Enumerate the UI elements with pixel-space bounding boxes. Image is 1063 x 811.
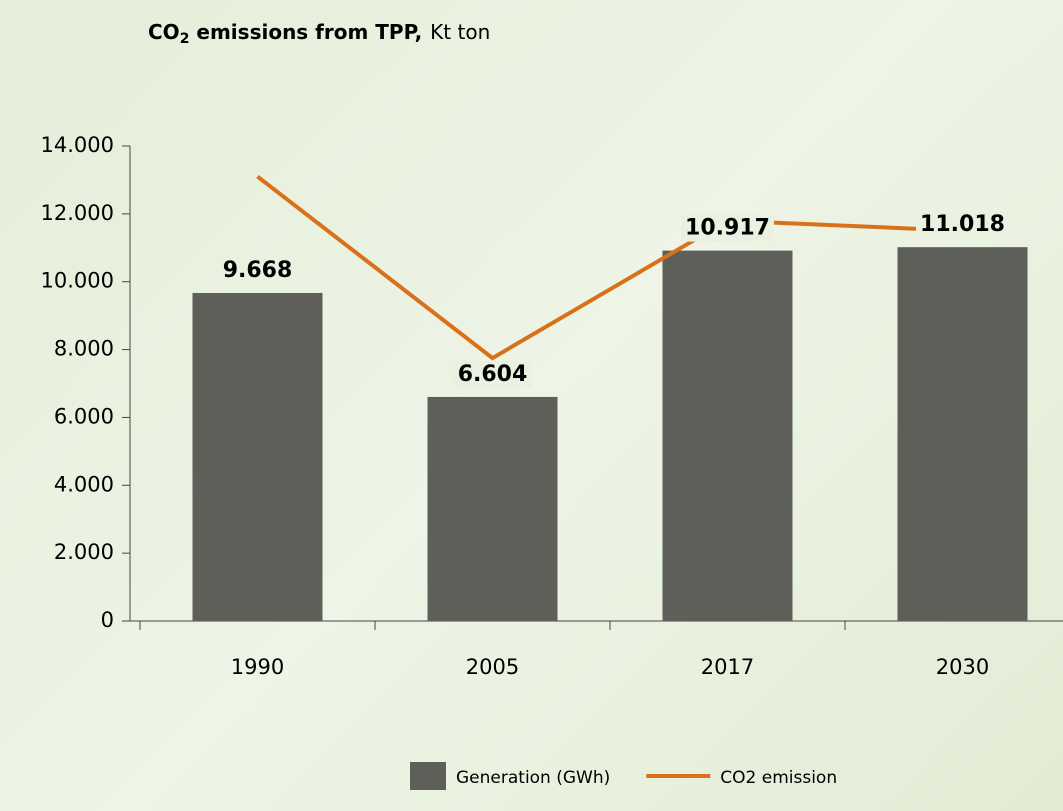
value-label: 11.018 [920,212,1005,237]
value-label-bg [681,214,774,242]
x-tick-label: 1990 [231,655,284,679]
title-rest: emissions from TPP, [189,20,422,44]
bar [427,396,558,621]
y-tick-label: 14.000 [41,133,114,157]
value-label: 10.917 [685,216,770,241]
value-label: 6.604 [458,362,528,387]
y-tick-label: 2.000 [54,540,114,564]
title-main: CO [148,20,180,44]
y-tick-label: 12.000 [41,201,114,225]
x-tick-label: 2005 [466,655,519,679]
y-tick-label: 10.000 [41,269,114,293]
legend-swatch [410,762,446,790]
line [256,174,963,361]
bar [662,250,793,621]
x-tick-label: 2030 [936,655,989,679]
title-unit: Kt ton [430,20,490,44]
bar [192,292,323,621]
value-label-bg [218,256,297,284]
y-tick-label: 4.000 [54,472,114,496]
value-label: 9.668 [223,258,293,283]
x-tick-label: 2017 [701,655,754,679]
chart-title: CO2 emissions from TPP, Kt ton [148,20,490,48]
value-label-bg [453,360,532,388]
legend-label: Generation (GWh) [456,768,610,788]
bar [897,247,1028,622]
y-tick-label: 8.000 [54,337,114,361]
title-subscript: 2 [180,31,190,47]
y-tick-label: 6.000 [54,404,114,428]
value-label-bg [916,211,1009,239]
legend-label: CO2 emission [720,768,837,788]
y-tick-label: 0 [101,608,114,632]
